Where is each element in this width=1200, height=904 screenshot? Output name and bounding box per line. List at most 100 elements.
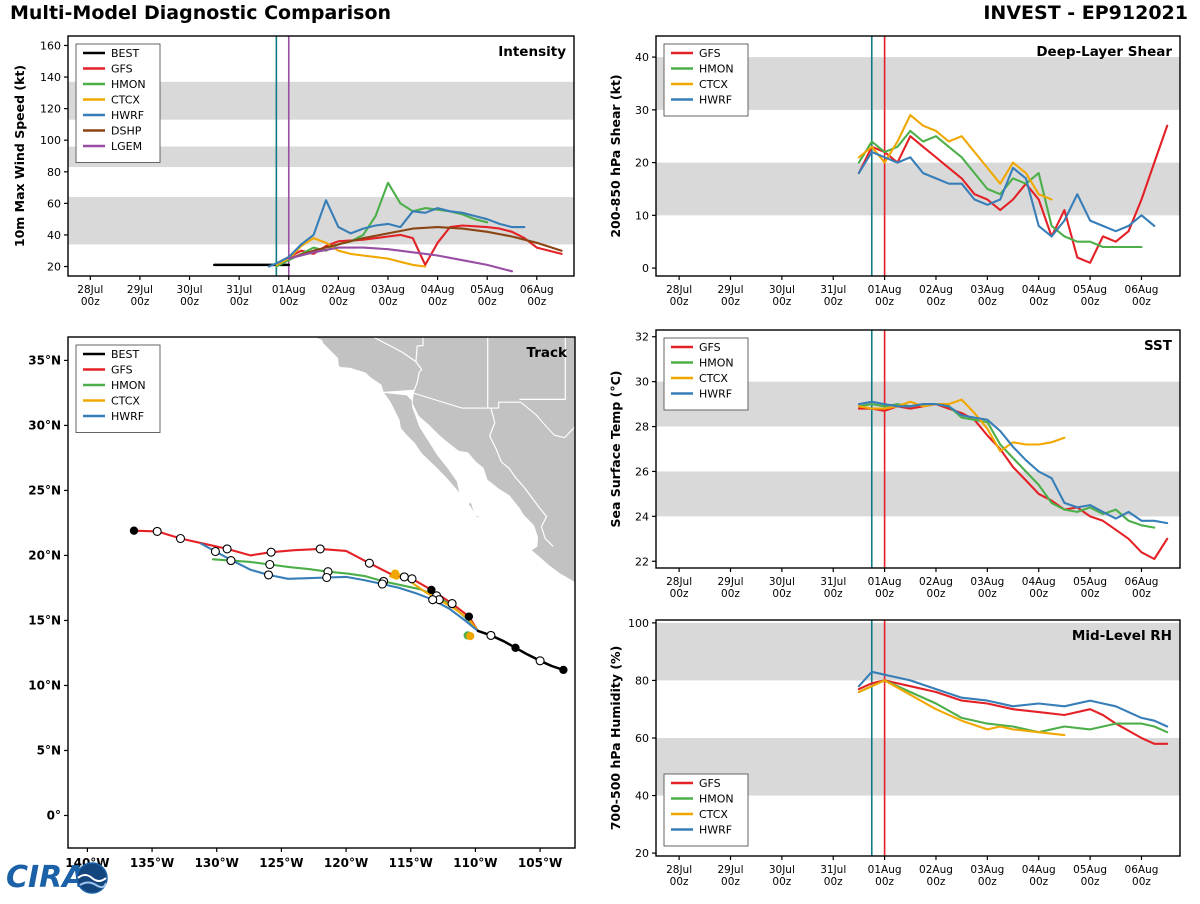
series-HWRF [267,199,526,268]
y-tick-label: 80 [47,166,61,179]
legend-label: HWRF [111,410,144,423]
x-tick-label: 03Aug [970,864,1004,876]
x-tick-label2: 00z [428,296,447,308]
y-tick-label: 120 [40,103,61,116]
y-tick-label: 30 [635,104,649,117]
series-CTCX [857,679,1066,737]
x-tick-label: 06Aug [1125,864,1159,876]
legend-label: CTCX [699,808,728,821]
x-tick-label2: 00z [978,588,997,600]
x-tick-label: 31Jul [820,576,846,588]
legend-label: BEST [111,348,139,361]
track-fix-marker [399,572,409,582]
series-CTCX [275,237,427,268]
track-fix-marker [535,656,545,666]
x-tick-label2: 00z [875,296,894,308]
legend-label: GFS [111,364,133,377]
legend-label: HWRF [699,94,732,107]
x-tick-label2: 00z [978,296,997,308]
y-tick-label: 24 [635,510,649,523]
legend-label: HWRF [699,824,732,837]
legend-label: HWRF [699,388,732,401]
x-tick-label2: 00z [478,296,497,308]
track-fix-marker [559,665,568,675]
chart-title: Track [527,345,568,361]
track-fix-marker [407,574,417,584]
x-tick-label: 110°W [453,856,497,870]
sst-chart: 22 24 26 28 30 32 28Jul 00z 29Jul 00z 30Jul 00z 31Ju… [600,322,1200,612]
x-tick-label: 05Aug [1073,864,1107,876]
track-fix-marker [486,630,496,640]
x-tick-label2: 00z [670,296,689,308]
track-fix-marker [322,572,332,583]
track-fix-marker [466,631,475,641]
y-axis-label: Sea Surface Temp (°C) [608,371,623,528]
legend-label: HWRF [111,109,144,122]
x-tick-label2: 00z [1132,588,1151,600]
track-fix-marker [511,643,520,652]
x-tick-label2: 00z [824,876,843,888]
legend: GFS HMON CTCX HWRF [663,43,749,117]
shaded-band [656,622,1180,681]
y-tick-label: 60 [47,197,61,210]
axes-frame [67,35,575,277]
chart-title: Deep-Layer Shear [1036,44,1172,60]
track-fix-marker [175,533,186,544]
y-tick-label: 0 [642,262,649,275]
x-tick-label: 31Jul [820,864,846,876]
state-border [519,337,566,401]
x-tick-label2: 00z [379,296,398,308]
chart-title: Intensity [498,44,566,60]
series-HMON [211,558,480,632]
series-CTCX [857,398,1066,453]
x-tick-label: 04Aug [1022,864,1056,876]
x-tick-label2: 00z [230,296,249,308]
cira-globe-icon [76,862,108,894]
x-tick-label2: 00z [875,588,894,600]
x-tick-label2: 00z [1029,296,1048,308]
shaded-band [656,471,1180,517]
legend-label: CTCX [699,372,728,385]
x-tick-label: 130°W [195,856,239,870]
x-tick-label: 04Aug [1022,284,1056,296]
shaded-band [68,146,574,168]
x-tick-label: 30Jul [769,284,795,296]
chart-title: Mid-Level RH [1072,628,1172,644]
x-tick-label: 03Aug [371,284,405,296]
x-tick-label: 02Aug [919,864,953,876]
x-tick-label: 125°W [259,856,303,870]
storm-id: INVEST - EP912021 [983,2,1188,24]
track-fix-marker [210,546,220,557]
legend-label: CTCX [111,395,140,408]
track-fix-marker [263,570,274,580]
landmass [411,392,575,584]
y-axis-label: 10m Max Wind Speed (kt) [12,65,27,247]
x-tick-label2: 00z [824,296,843,308]
y-axis-label: 700-500 hPa Humidity (%) [608,646,623,831]
x-tick-label: 02Aug [321,284,355,296]
track-fix-marker [152,526,162,536]
x-tick-label2: 00z [927,588,946,600]
x-tick-label: 29Jul [717,864,743,876]
x-tick-label2: 00z [279,296,298,308]
x-tick-label: 05Aug [1073,576,1107,588]
state-border [372,337,423,391]
x-tick-label: 28Jul [77,284,103,296]
track-fix-marker [265,559,275,570]
y-tick-label: 40 [47,229,61,242]
x-tick-label: 01Aug [868,576,902,588]
axes-frame [655,329,1181,569]
legend-label: GFS [699,47,721,60]
x-tick-label2: 00z [772,876,791,888]
y-tick-label: 20 [47,261,61,274]
x-tick-label: 03Aug [970,284,1004,296]
y-tick-label: 10°N [28,678,61,692]
x-tick-label: 115°W [389,856,433,870]
cira-logo: CIRA [4,854,114,898]
series-GFS [857,679,1169,745]
x-tick-label2: 00z [875,876,894,888]
x-tick-label: 01Aug [272,284,306,296]
shaded-band [656,162,1180,216]
y-tick-label: 60 [635,732,649,745]
x-tick-label: 29Jul [717,284,743,296]
